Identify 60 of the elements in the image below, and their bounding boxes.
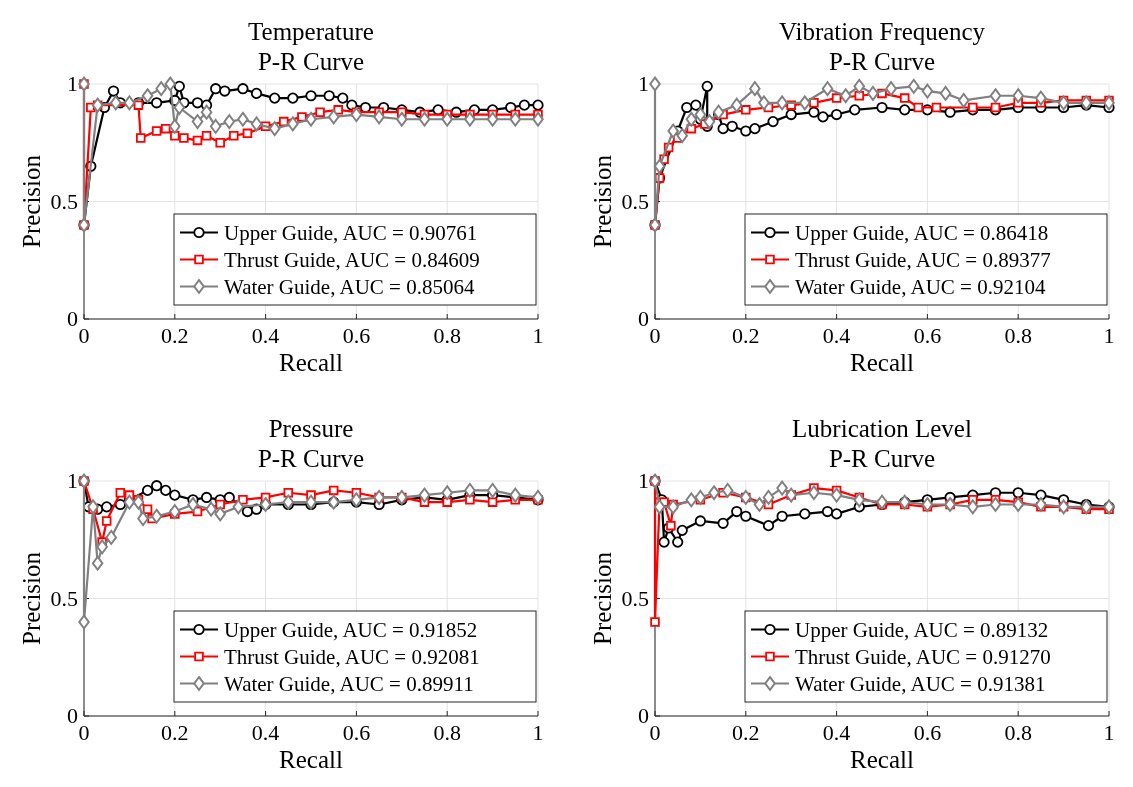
legend-label: Thrust Guide, AUC = 0.92081 — [224, 644, 480, 669]
x-tick-label: 0.4 — [251, 720, 280, 745]
chart-subtitle: P-R Curve — [257, 445, 365, 472]
y-tick-label: 0 — [638, 703, 649, 728]
x-tick-label: 0.8 — [433, 720, 461, 745]
y-tick-label: 0.5 — [50, 585, 78, 611]
x-tick-label: 0.8 — [433, 323, 461, 348]
y-tick-label: 0 — [638, 306, 649, 331]
legend-label: Thrust Guide, AUC = 0.84609 — [224, 247, 480, 272]
x-tick-label: 0.6 — [913, 720, 942, 745]
y-tick-label: 1 — [638, 468, 649, 493]
y-axis-title: Precision — [589, 551, 616, 646]
x-tick-label: 0.6 — [342, 323, 371, 348]
legend-label: Water Guide, AUC = 0.92104 — [795, 274, 1046, 299]
legend-label: Water Guide, AUC = 0.85064 — [224, 274, 475, 299]
y-tick-label: 0.5 — [621, 585, 649, 611]
chart-subtitle: P-R Curve — [828, 48, 936, 75]
x-tick-label: 0.4 — [251, 323, 280, 348]
chart-title: Temperature — [248, 18, 374, 45]
chart-title: Lubrication Level — [792, 415, 972, 442]
y-axis-title: Precision — [589, 154, 616, 249]
legend-label: Water Guide, AUC = 0.89911 — [224, 671, 474, 696]
x-axis-title: Recall — [279, 746, 343, 773]
x-tick-label: 0.2 — [732, 323, 760, 348]
legend-label: Upper Guide, AUC = 0.91852 — [224, 617, 478, 642]
x-tick-label: 1 — [532, 323, 544, 348]
x-axis-title: Recall — [850, 349, 914, 376]
legend-label: Upper Guide, AUC = 0.90761 — [224, 220, 478, 245]
legend-label: Thrust Guide, AUC = 0.89377 — [795, 247, 1051, 272]
x-tick-label: 0.6 — [913, 323, 942, 348]
y-tick-label: 1 — [67, 468, 78, 493]
y-tick-label: 0.5 — [621, 188, 649, 214]
x-tick-label: 1 — [1103, 720, 1115, 745]
chart-subtitle: P-R Curve — [828, 445, 936, 472]
x-tick-label: 0.2 — [161, 720, 189, 745]
legend-label: Water Guide, AUC = 0.91381 — [795, 671, 1046, 696]
x-tick-label: 0.4 — [822, 323, 851, 348]
y-tick-label: 0 — [67, 703, 78, 728]
legend-label: Thrust Guide, AUC = 0.91270 — [795, 644, 1051, 669]
legend-label: Upper Guide, AUC = 0.89132 — [795, 617, 1049, 642]
x-tick-label: 0.8 — [1004, 720, 1032, 745]
x-tick-label: 1 — [532, 720, 544, 745]
y-tick-label: 1 — [67, 71, 78, 96]
chart-subtitle: P-R Curve — [257, 48, 365, 75]
legend-label: Upper Guide, AUC = 0.86418 — [795, 220, 1049, 245]
chart-title: Pressure — [268, 415, 354, 442]
y-tick-label: 0 — [67, 306, 78, 331]
chart-title: Vibration Frequency — [778, 18, 986, 45]
x-tick-label: 0.6 — [342, 720, 371, 745]
y-axis-title: Precision — [18, 154, 45, 249]
x-tick-label: 0.2 — [732, 720, 760, 745]
x-tick-label: 1 — [1103, 323, 1115, 348]
y-tick-label: 0.5 — [50, 188, 78, 214]
y-axis-title: Precision — [18, 551, 45, 646]
y-tick-label: 1 — [638, 71, 649, 96]
x-tick-label: 0.2 — [161, 323, 189, 348]
x-axis-title: Recall — [850, 746, 914, 773]
x-tick-label: 0.4 — [822, 720, 851, 745]
x-tick-label: 0.8 — [1004, 323, 1032, 348]
x-axis-title: Recall — [279, 349, 343, 376]
